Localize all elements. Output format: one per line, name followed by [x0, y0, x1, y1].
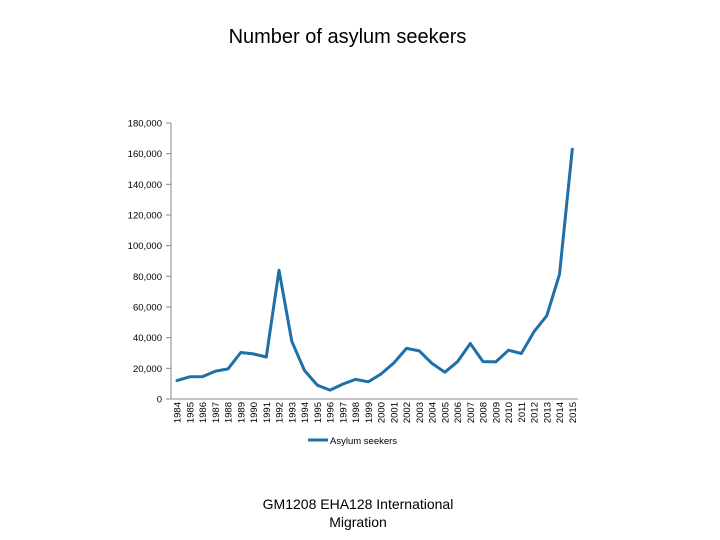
- x-tick-label: 1989: [236, 402, 247, 423]
- data-point: [558, 273, 561, 276]
- data-point: [507, 349, 510, 352]
- x-tick-label: 2003: [415, 402, 426, 423]
- data-point: [533, 330, 536, 333]
- data-point: [431, 362, 434, 365]
- data-point: [380, 373, 383, 376]
- data-point: [227, 367, 230, 370]
- x-tick-label: 2009: [491, 402, 502, 423]
- x-tick-label: 2006: [453, 402, 464, 423]
- data-point: [176, 379, 179, 382]
- x-tick-label: 1996: [326, 402, 337, 423]
- data-point: [290, 340, 293, 343]
- series-line-asylum-seekers: [175, 147, 574, 392]
- y-tick-label: 40,000: [133, 333, 162, 344]
- x-tick-label: 1997: [338, 402, 349, 423]
- y-tick-label: 160,000: [128, 149, 162, 160]
- x-tick-label: 1993: [287, 402, 298, 423]
- x-tick-label: 1987: [211, 402, 222, 423]
- footer-line-2: Migration: [329, 514, 387, 530]
- data-point: [469, 342, 472, 345]
- data-point: [494, 360, 497, 363]
- data-point: [456, 360, 459, 363]
- data-point: [545, 314, 548, 317]
- data-point: [214, 370, 217, 373]
- data-point: [443, 371, 446, 374]
- x-tick-label: 1991: [262, 402, 273, 423]
- data-point: [392, 361, 395, 364]
- x-axis: 1984 1985 1986 1987 1988 1989 1990 1991 1992 1993…: [171, 398, 579, 423]
- data-point: [201, 375, 204, 378]
- x-tick-label: 2004: [428, 402, 439, 423]
- x-tick-label: 2014: [555, 402, 566, 423]
- data-point: [482, 360, 485, 363]
- x-tick-label: 2013: [542, 402, 553, 423]
- legend-label: Asylum seekers: [330, 436, 397, 447]
- x-tick-label: 1998: [351, 402, 362, 423]
- y-tick-label: 100,000: [128, 241, 162, 252]
- data-point: [239, 351, 242, 354]
- x-tick-label: 2008: [479, 402, 490, 423]
- x-tick-label: 1994: [300, 402, 311, 423]
- x-tick-label: 2011: [517, 402, 528, 422]
- data-point: [418, 349, 421, 352]
- x-tick-label: 1986: [198, 402, 209, 423]
- x-tick-label: 1988: [224, 402, 235, 423]
- data-point: [278, 269, 281, 272]
- data-point: [303, 369, 306, 372]
- x-tick-label: 2002: [402, 402, 413, 423]
- x-tick-label: 1984: [173, 402, 184, 423]
- data-point: [188, 375, 191, 378]
- data-point: [367, 380, 370, 383]
- x-tick-label: 2012: [530, 402, 541, 423]
- x-tick-label: 2007: [466, 402, 477, 423]
- chart-title: Number of asylum seekers: [228, 26, 467, 48]
- x-tick-label: 1990: [249, 402, 260, 423]
- y-tick-label: 140,000: [128, 180, 162, 191]
- footer-line-1: GM1208 EHA128 International: [262, 496, 454, 512]
- data-point: [520, 352, 523, 355]
- y-tick-label: 60,000: [133, 303, 162, 314]
- y-tick-label: 20,000: [133, 364, 162, 375]
- y-tick-label: 180,000: [128, 119, 162, 130]
- data-point: [354, 378, 357, 381]
- x-tick-label: 1992: [275, 402, 286, 423]
- x-tick-label: 2010: [504, 402, 515, 423]
- data-point: [252, 352, 255, 355]
- series-area: [175, 147, 574, 392]
- slide-footer: GM1208 EHA128 International Migration: [230, 495, 486, 531]
- data-point: [341, 383, 344, 386]
- y-tick-label: 0: [157, 395, 162, 406]
- x-tick-label: 1995: [313, 402, 324, 423]
- data-point: [316, 384, 319, 387]
- data-point: [571, 148, 574, 151]
- y-tick-label: 80,000: [133, 272, 162, 283]
- y-tick-label: 120,000: [128, 211, 162, 222]
- data-point: [405, 347, 408, 350]
- x-tick-label: 1985: [185, 402, 196, 423]
- data-point: [265, 355, 268, 358]
- x-tick-label: 2000: [377, 402, 388, 423]
- x-tick-label: 2015: [568, 402, 579, 423]
- x-tick-label: 2005: [440, 402, 451, 423]
- x-tick-label: 2001: [389, 402, 400, 423]
- legend: Asylum seekers: [308, 436, 397, 447]
- data-point: [329, 389, 332, 392]
- y-axis: 0 20,000 40,000 60,000 80,000 100,000 120,000 1…: [128, 119, 172, 406]
- x-tick-label: 1999: [364, 402, 375, 423]
